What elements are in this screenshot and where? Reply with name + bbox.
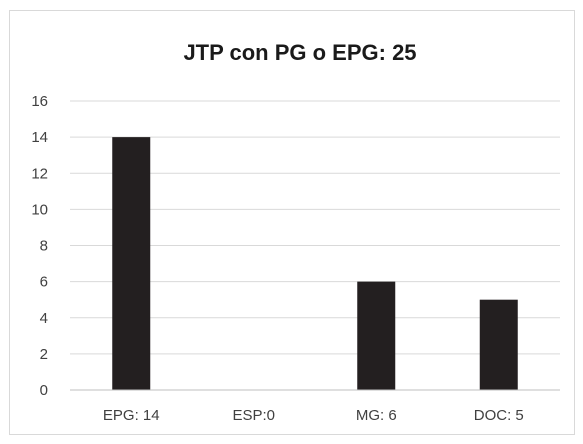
y-tick-label: 14 xyxy=(31,129,48,146)
bar-0 xyxy=(112,137,151,390)
y-tick-label: 4 xyxy=(40,310,48,327)
bars xyxy=(112,137,518,390)
bar-3 xyxy=(479,299,518,390)
gridlines xyxy=(70,100,560,355)
y-tick-label: 6 xyxy=(40,274,48,291)
x-category-label: ESP:0 xyxy=(232,407,275,424)
y-tick-label: 16 xyxy=(31,93,48,110)
y-tick-label: 8 xyxy=(40,238,48,255)
x-axis-categories: EPG: 14 ESP:0 MG: 6 DOC: 5 xyxy=(103,407,524,424)
x-category-label: EPG: 14 xyxy=(103,407,160,424)
y-tick-label: 10 xyxy=(31,201,48,218)
bar-2 xyxy=(357,281,396,390)
y-axis-ticks: 0 2 4 6 8 10 12 14 16 xyxy=(31,93,48,399)
chart-title: JTP con PG o EPG: 25 xyxy=(183,40,416,65)
x-category-label: MG: 6 xyxy=(356,407,397,424)
x-category-label: DOC: 5 xyxy=(474,407,524,424)
y-tick-label: 12 xyxy=(31,165,48,182)
y-tick-label: 2 xyxy=(40,346,48,363)
y-tick-label: 0 xyxy=(40,382,48,399)
